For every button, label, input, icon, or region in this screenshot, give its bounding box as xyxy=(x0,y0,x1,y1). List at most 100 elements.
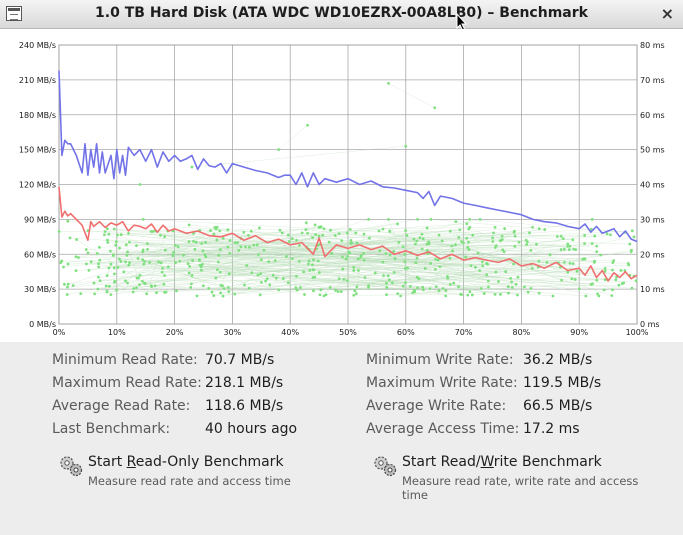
access-time-seek-line xyxy=(142,259,225,289)
stat-row-min-read: Minimum Read Rate: 70.7 MB/s xyxy=(52,349,352,372)
access-time-point xyxy=(415,239,419,243)
access-time-point xyxy=(221,284,224,288)
access-time-seek-line xyxy=(331,253,540,294)
access-time-point xyxy=(321,233,325,237)
access-time-point xyxy=(510,285,514,289)
access-time-point xyxy=(174,261,177,265)
access-time-point xyxy=(195,294,199,298)
access-time-point xyxy=(311,236,315,240)
access-time-seek-line xyxy=(87,245,497,254)
access-time-point xyxy=(187,271,191,275)
access-time-point xyxy=(526,240,529,244)
access-time-point xyxy=(354,292,358,296)
access-time-point xyxy=(596,292,599,296)
write-stats: Minimum Write Rate: 36.2 MB/s Maximum Wr… xyxy=(366,349,666,441)
access-time-point xyxy=(317,271,321,274)
access-time-seek-line xyxy=(67,275,165,295)
access-time-point xyxy=(201,284,205,288)
access-time-seek-line xyxy=(389,230,573,241)
access-time-point xyxy=(420,247,424,251)
access-time-seek-line xyxy=(75,234,473,271)
access-time-point xyxy=(163,248,167,252)
window-menu-icon[interactable] xyxy=(6,6,22,21)
access-time-point xyxy=(204,240,207,244)
access-time-point xyxy=(611,268,614,272)
y-right-tick-label: 80 ms xyxy=(640,41,665,50)
min-write-value: 36.2 MB/s xyxy=(523,352,593,368)
access-time-point xyxy=(590,217,594,221)
access-time-seek-line xyxy=(229,256,348,274)
access-time-point xyxy=(452,281,456,285)
benchmark-chart-svg: 0% 10% 20% 30% 40% 50% 60% 70% 80% 90% 100% 0 MB/s 0… xyxy=(19,41,665,337)
access-time-point xyxy=(316,259,320,263)
access-time-seek-line xyxy=(191,145,406,168)
access-time-point xyxy=(84,248,88,251)
access-time-point xyxy=(194,240,198,244)
access-time-seek-line xyxy=(557,233,608,237)
access-time-point xyxy=(105,274,109,277)
access-time-point xyxy=(454,220,458,224)
access-time-point xyxy=(306,123,309,127)
y-left-tick-label: 0 MB/s xyxy=(29,320,56,329)
access-time-point xyxy=(242,230,246,234)
access-time-point xyxy=(247,286,251,290)
access-time-point xyxy=(403,267,407,270)
access-time-point xyxy=(222,287,226,290)
access-time-point xyxy=(344,257,348,261)
access-time-point xyxy=(630,248,633,252)
access-time-point xyxy=(255,243,259,247)
access-time-seek-line xyxy=(220,279,345,294)
access-time-point xyxy=(457,285,460,289)
avg-read-value: 118.6 MB/s xyxy=(205,398,284,414)
access-time-point xyxy=(575,269,579,273)
access-time-point xyxy=(381,227,385,231)
access-time-point xyxy=(529,248,533,252)
access-time-point xyxy=(562,247,566,251)
access-time-point xyxy=(143,281,146,285)
access-time-point xyxy=(444,289,448,293)
access-time-point xyxy=(178,259,182,263)
access-time-point xyxy=(141,280,144,283)
access-time-point xyxy=(333,234,337,237)
access-time-point xyxy=(98,258,102,262)
y-right-tick-label: 70 ms xyxy=(640,76,665,85)
access-time-point xyxy=(237,248,241,252)
access-time-point xyxy=(428,287,432,291)
access-time-point xyxy=(187,240,191,244)
access-time-point xyxy=(530,266,534,270)
access-time-seek-line xyxy=(80,260,310,294)
access-time-point xyxy=(233,241,237,244)
access-time-point xyxy=(268,283,272,287)
access-time-point xyxy=(385,286,389,289)
access-time-point xyxy=(387,218,390,221)
access-time-point xyxy=(593,259,597,263)
access-time-point xyxy=(583,242,586,245)
access-time-point xyxy=(199,265,203,268)
close-icon[interactable]: × xyxy=(660,4,674,23)
read-write-benchmark-button[interactable]: Start Read/Write Benchmark Measure read … xyxy=(372,454,662,504)
access-time-point xyxy=(200,242,204,245)
access-time-point xyxy=(212,294,216,298)
access-time-point xyxy=(363,276,367,279)
access-time-point xyxy=(493,292,497,296)
access-time-point xyxy=(470,293,474,297)
access-time-point xyxy=(401,284,405,288)
read-only-benchmark-title: Start Read-Only Benchmark xyxy=(88,454,284,470)
access-time-seek-line xyxy=(538,261,576,280)
access-time-point xyxy=(525,243,529,246)
access-time-point xyxy=(233,292,237,296)
access-time-point xyxy=(265,277,269,281)
access-time-seek-line xyxy=(405,230,562,237)
access-time-point xyxy=(451,249,454,253)
access-time-point xyxy=(459,292,463,296)
access-time-point xyxy=(406,266,409,270)
access-time-point xyxy=(161,266,165,270)
access-time-point xyxy=(260,281,263,284)
access-time-point xyxy=(537,227,541,231)
access-time-point xyxy=(182,253,185,257)
access-time-point xyxy=(298,243,301,247)
read-only-benchmark-button[interactable]: Start Read-Only Benchmark Measure read r… xyxy=(58,454,318,494)
access-time-point xyxy=(132,287,136,290)
access-time-point xyxy=(416,286,419,290)
y-left-tick-label: 240 MB/s xyxy=(19,41,56,50)
